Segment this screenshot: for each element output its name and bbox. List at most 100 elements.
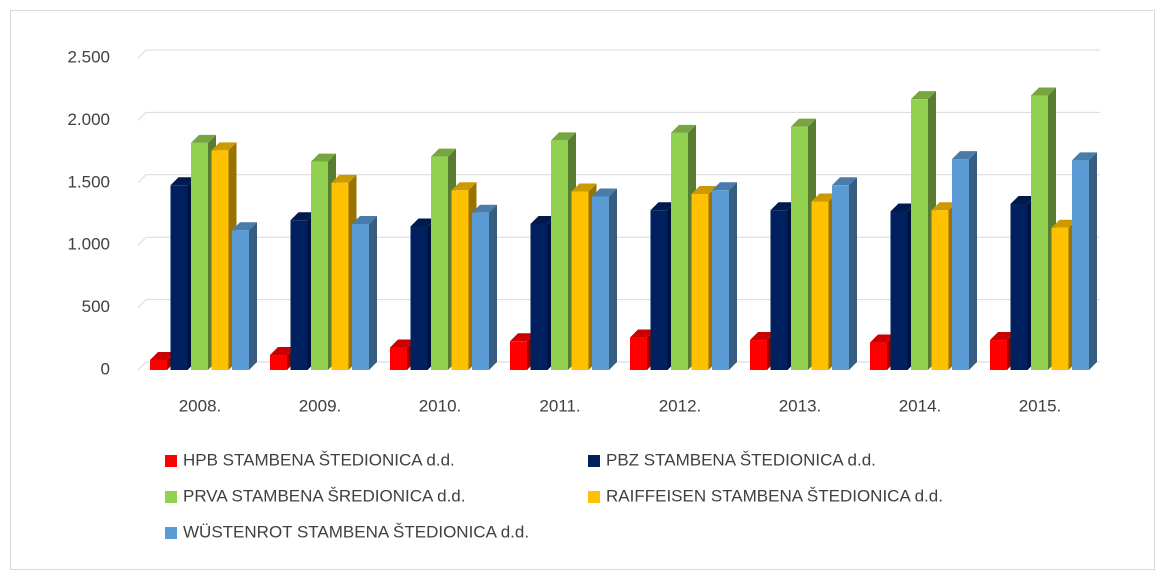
bar-top [431, 148, 456, 157]
bar-top [352, 215, 377, 224]
bar [650, 210, 668, 370]
bar-top [1051, 219, 1077, 228]
x-tick-label: 2008. [179, 396, 222, 415]
legend-label: HPB STAMBENA ŠTEDIONICA d.d. [183, 450, 455, 469]
x-tick-label: 2014. [899, 396, 942, 415]
y-tick-label: 2.500 [67, 47, 110, 66]
y-tick-label: 1.500 [67, 172, 110, 191]
bar [770, 210, 788, 370]
bar [352, 223, 369, 370]
bar [551, 140, 568, 370]
bar-side [489, 204, 497, 370]
bar [530, 223, 548, 370]
bar-top [650, 202, 676, 211]
x-tick-label: 2013. [779, 396, 822, 415]
bar [952, 159, 969, 370]
bar [791, 126, 808, 370]
bar-top [530, 215, 556, 224]
bar [832, 185, 849, 370]
legend-label: WÜSTENROT STAMBENA ŠTEDIONICA d.d. [183, 522, 529, 541]
legend-swatch [588, 455, 600, 467]
bar-top [270, 347, 295, 356]
bar-top [911, 91, 936, 100]
bar [890, 211, 908, 370]
legend-label: PBZ STAMBENA ŠTEDIONICA d.d. [606, 450, 876, 469]
bar-top [712, 182, 737, 191]
bar-top [311, 153, 336, 162]
grid-line [137, 49, 1100, 59]
bar-top [191, 134, 216, 143]
x-tick-label: 2011. [539, 396, 580, 415]
bar-top [671, 124, 696, 133]
bar [191, 142, 208, 370]
bar-top [551, 132, 576, 141]
x-tick-label: 2015. [1019, 396, 1062, 415]
bar-top [510, 333, 535, 342]
bar-3d [472, 204, 497, 370]
bar-side [849, 177, 857, 370]
bar-top [990, 332, 1015, 341]
bar [451, 190, 469, 370]
bar-top [232, 222, 257, 231]
bar-top [931, 202, 957, 211]
bar [331, 182, 349, 370]
bar-top [331, 174, 357, 183]
bar-top [952, 151, 977, 160]
x-tick-label: 2009. [299, 396, 342, 415]
bar-side [249, 222, 257, 370]
bar-3d [1072, 152, 1097, 370]
bar [931, 210, 949, 370]
bar-top [691, 186, 717, 195]
bar [1010, 204, 1028, 370]
bar-top [1031, 87, 1056, 96]
bar-top [770, 202, 796, 211]
bar [290, 220, 308, 370]
bar-top [472, 204, 497, 213]
bar [1051, 227, 1069, 370]
bar-side [729, 182, 737, 370]
bar [410, 226, 428, 370]
legend-label: RAIFFEISEN STAMBENA ŠTEDIONICA d.d. [606, 486, 943, 505]
bar [472, 212, 489, 370]
bar-side [969, 151, 977, 370]
bar-top [1072, 152, 1097, 161]
bar [510, 341, 527, 370]
legend-swatch [165, 527, 177, 539]
bar [1031, 95, 1048, 370]
bar [811, 201, 829, 370]
bar-3d [352, 215, 377, 370]
bar-3d [232, 222, 257, 370]
y-tick-label: 2.000 [67, 110, 110, 129]
bar [911, 99, 928, 371]
bar [431, 156, 448, 370]
bar [750, 340, 767, 370]
bar-3d [712, 182, 737, 370]
bar-top [451, 182, 477, 191]
bar-top [870, 334, 895, 343]
bar-side [609, 188, 617, 370]
bar [311, 161, 328, 370]
bar [630, 337, 647, 370]
x-tick-label: 2012. [659, 396, 702, 415]
y-tick-label: 1.000 [67, 235, 110, 254]
bar-top [592, 188, 617, 197]
bar-top [1010, 196, 1036, 205]
bar-3d [592, 188, 617, 370]
bar-3d [952, 151, 977, 370]
legend-swatch [588, 491, 600, 503]
x-tick-label: 2010. [419, 396, 462, 415]
bar [270, 355, 287, 370]
bar-top [211, 142, 237, 151]
bar-3d [832, 177, 857, 370]
bar-top [290, 212, 316, 221]
bar [712, 190, 729, 370]
bar [592, 196, 609, 370]
bar [211, 150, 229, 370]
grid-line [137, 111, 1100, 121]
grid-line [137, 174, 1100, 184]
bar-top [811, 193, 837, 202]
bar-top [410, 218, 436, 227]
y-tick-label: 0 [101, 359, 110, 378]
bar [870, 342, 887, 370]
